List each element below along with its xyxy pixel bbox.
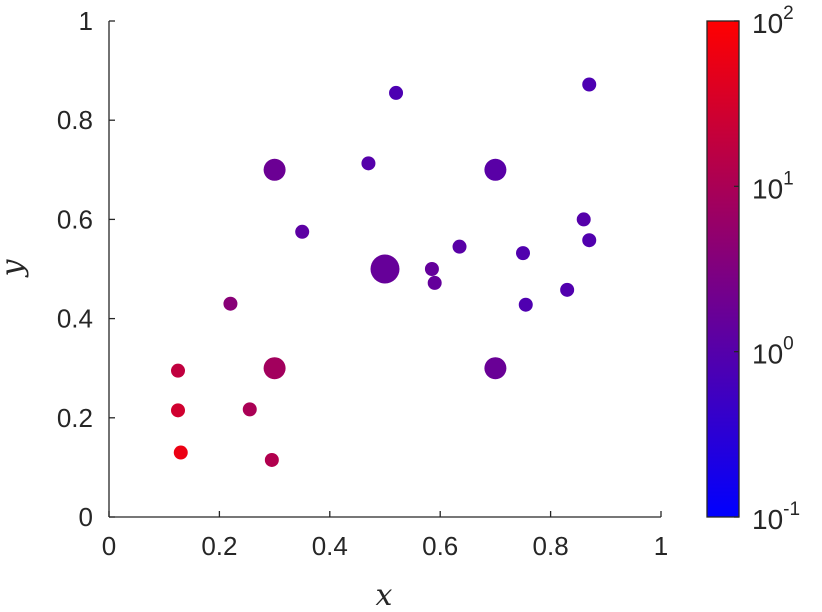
scatter-point	[484, 357, 507, 380]
scatter-point	[560, 282, 575, 297]
scatter-point	[361, 156, 376, 171]
y-axis-label: y	[0, 258, 30, 278]
colorbar-gradient	[706, 20, 740, 518]
scatter-point	[582, 77, 597, 92]
scatter-point	[173, 445, 188, 460]
scatter-point	[242, 402, 257, 417]
x-tick-label: 0.2	[201, 531, 237, 561]
x-tick-label: 0.4	[312, 531, 348, 561]
x-tick-label: 0.8	[533, 531, 569, 561]
axes: 0 0.2 0.4 0.6 0.8 1 0 0.2 0.4 0.6 0.8 1	[57, 6, 668, 561]
scatter-point	[516, 246, 530, 261]
scatter-point	[484, 158, 507, 181]
y-tick-label: 0.2	[57, 403, 93, 433]
x-axis-label: x	[376, 578, 393, 612]
scatter-point	[370, 254, 400, 284]
y-tick-label: 1	[79, 6, 93, 36]
scatter-point	[171, 363, 185, 378]
scatter-point	[263, 357, 286, 380]
data-points	[171, 77, 597, 467]
scatter-point	[263, 158, 286, 181]
scatter-point	[264, 452, 279, 467]
colorbar: 10-1 100 101 102	[706, 3, 800, 535]
colorbar-tick-label: 101	[752, 168, 794, 204]
scatter-point	[576, 212, 591, 227]
x-tick-label: 1	[654, 531, 668, 561]
scatter-point	[518, 297, 533, 312]
colorbar-tick-label: 10-1	[752, 499, 800, 535]
scatter-point	[427, 275, 442, 290]
x-tick-label: 0	[102, 531, 116, 561]
scatter-point	[389, 85, 404, 100]
scatter-point	[424, 262, 439, 276]
colorbar-tick-label: 100	[752, 334, 794, 370]
x-tick-label: 0.6	[422, 531, 458, 561]
scatter-point	[452, 239, 467, 254]
scatter-point	[171, 403, 185, 418]
scatter-point	[223, 296, 238, 311]
y-tick-label: 0.8	[57, 105, 93, 135]
scatter-point	[295, 224, 310, 239]
scatter-point	[582, 233, 597, 248]
y-tick-label: 0	[79, 502, 93, 532]
y-tick-label: 0.6	[57, 204, 93, 234]
y-tick-label: 0.4	[57, 304, 93, 334]
colorbar-tick-label: 102	[752, 3, 794, 39]
